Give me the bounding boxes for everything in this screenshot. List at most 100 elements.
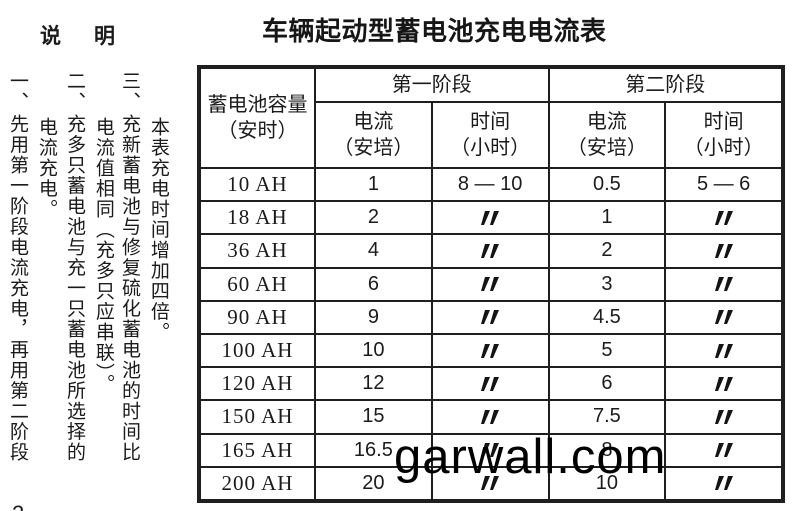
value-cell: 15 bbox=[315, 400, 432, 434]
capacity-cell: 200 AH bbox=[200, 466, 315, 500]
value-cell bbox=[665, 300, 782, 334]
value-cell: 2 bbox=[315, 201, 432, 235]
capacity-cell: 165 AH bbox=[200, 433, 315, 467]
capacity-cell: 10 AH bbox=[200, 168, 315, 202]
ditto-mark-icon bbox=[481, 343, 500, 358]
value-cell bbox=[431, 466, 549, 500]
value-cell bbox=[431, 433, 549, 467]
ditto-mark-icon bbox=[481, 376, 500, 391]
value-cell: 2 bbox=[548, 234, 666, 268]
ditto-mark-icon bbox=[714, 443, 733, 458]
header-capacity: 蓄电池容量 （安时） bbox=[200, 68, 315, 168]
note-3-number: 三、 bbox=[118, 71, 140, 112]
value-cell: 12 bbox=[315, 367, 432, 401]
note-3-text-part1: 充新蓄电池与修复硫化蓄电池的时间比 bbox=[118, 114, 140, 463]
value-cell: 4 bbox=[315, 234, 432, 268]
note-1: 一、先用第一阶段电流充电，再用第二阶段 电流充电。 bbox=[6, 71, 57, 463]
value-cell: 4.5 bbox=[548, 300, 666, 334]
note-3-column-1: 三、充新蓄电池与修复硫化蓄电池的时间比 bbox=[118, 71, 140, 463]
header-stage1-time: 时间 （小时） bbox=[431, 102, 549, 168]
page-corner-partial-digit: 2 bbox=[12, 501, 24, 511]
value-cell bbox=[431, 267, 549, 301]
note-3-text-part2: 本表充电时间增加四倍。 bbox=[147, 117, 169, 343]
value-cell bbox=[665, 234, 782, 268]
value-cell bbox=[431, 201, 549, 235]
header-time-unit: （小时） bbox=[683, 137, 764, 159]
header-stage2-time: 时间 （小时） bbox=[665, 102, 782, 168]
note-1-text-part2: 电流充电。 bbox=[35, 117, 57, 220]
value-cell: 5 bbox=[548, 334, 666, 368]
note-3: 三、充新蓄电池与修复硫化蓄电池的时间比 本表充电时间增加四倍。 bbox=[118, 71, 169, 463]
table-title: 车辆起动型蓄电池充电电流表 bbox=[262, 16, 607, 46]
value-cell: 9 bbox=[315, 300, 432, 334]
capacity-cell: 90 AH bbox=[200, 300, 315, 334]
note-2-number: 二、 bbox=[63, 71, 85, 112]
note-3-column-2: 本表充电时间增加四倍。 bbox=[147, 117, 169, 463]
value-cell bbox=[665, 267, 782, 301]
value-cell bbox=[665, 367, 782, 401]
header-time-label: 时间 bbox=[703, 110, 744, 133]
ditto-mark-icon bbox=[714, 476, 733, 491]
header-current-unit: （安培） bbox=[333, 137, 414, 159]
note-1-column-2: 电流充电。 bbox=[35, 117, 57, 463]
capacity-cell: 18 AH bbox=[200, 201, 315, 235]
value-cell bbox=[431, 300, 549, 334]
value-cell: 8 bbox=[548, 433, 666, 467]
value-cell: 1 bbox=[548, 201, 666, 235]
value-cell: 6 bbox=[548, 367, 666, 401]
ditto-mark-icon bbox=[481, 409, 500, 424]
battery-charging-table: 蓄电池容量 （安时） 第一阶段 第二阶段 电流 （安培） 时间 （小时） 电流 … bbox=[197, 65, 785, 503]
ditto-mark-icon bbox=[481, 443, 500, 458]
watermark: garwall.com bbox=[394, 430, 667, 484]
value-cell bbox=[665, 334, 782, 368]
value-cell: 1 bbox=[315, 168, 432, 202]
value-cell bbox=[665, 466, 782, 500]
value-cell bbox=[431, 234, 549, 268]
value-cell: 8 — 10 bbox=[431, 168, 549, 202]
capacity-cell: 36 AH bbox=[200, 234, 315, 268]
capacity-cell: 100 AH bbox=[200, 334, 315, 368]
value-cell bbox=[665, 433, 782, 467]
ditto-mark-icon bbox=[714, 243, 733, 258]
header-time-label: 时间 bbox=[470, 110, 511, 133]
value-cell: 7.5 bbox=[548, 400, 666, 434]
value-cell bbox=[431, 400, 549, 434]
ditto-mark-icon bbox=[714, 343, 733, 358]
note-2-text-part1: 充多只蓄电池与充一只蓄电池所选择的 bbox=[63, 114, 85, 463]
value-cell: 10 bbox=[548, 466, 666, 500]
value-cell: 10 bbox=[315, 334, 432, 368]
header-current-label: 电流 bbox=[353, 110, 394, 133]
ditto-mark-icon bbox=[481, 310, 500, 325]
ditto-mark-icon bbox=[714, 409, 733, 424]
ditto-mark-icon bbox=[714, 310, 733, 325]
header-capacity-label: 蓄电池容量 bbox=[207, 93, 308, 116]
capacity-cell: 60 AH bbox=[200, 267, 315, 301]
value-cell: 20 bbox=[315, 466, 432, 500]
note-2: 二、充多只蓄电池与充一只蓄电池所选择的 电流值相同（充多只应串联）。 bbox=[63, 71, 114, 463]
value-cell: 6 bbox=[315, 267, 432, 301]
note-1-text-part1: 先用第一阶段电流充电，再用第二阶段 bbox=[6, 114, 28, 463]
capacity-cell: 150 AH bbox=[200, 400, 315, 434]
note-2-column-2: 电流值相同（充多只应串联）。 bbox=[92, 117, 114, 463]
capacity-cell: 120 AH bbox=[200, 367, 315, 401]
ditto-mark-icon bbox=[481, 476, 500, 491]
ditto-mark-icon bbox=[481, 210, 500, 225]
note-2-column-1: 二、充多只蓄电池与充一只蓄电池所选择的 bbox=[63, 71, 85, 463]
value-cell: 0.5 bbox=[548, 168, 666, 202]
value-cell: 16.5 bbox=[315, 433, 432, 467]
note-1-column-1: 一、先用第一阶段电流充电，再用第二阶段 bbox=[6, 71, 28, 463]
value-cell: 3 bbox=[548, 267, 666, 301]
header-capacity-unit: （安时） bbox=[217, 120, 298, 142]
value-cell bbox=[665, 400, 782, 434]
note-2-text-part2: 电流值相同（充多只应串联）。 bbox=[92, 117, 114, 395]
ditto-mark-icon bbox=[481, 277, 500, 292]
value-cell bbox=[431, 334, 549, 368]
header-stage2: 第二阶段 bbox=[548, 68, 782, 102]
value-cell bbox=[665, 201, 782, 235]
ditto-mark-icon bbox=[481, 243, 500, 258]
value-cell bbox=[431, 367, 549, 401]
ditto-mark-icon bbox=[714, 277, 733, 292]
note-1-number: 一、 bbox=[6, 71, 28, 112]
ditto-mark-icon bbox=[714, 376, 733, 391]
